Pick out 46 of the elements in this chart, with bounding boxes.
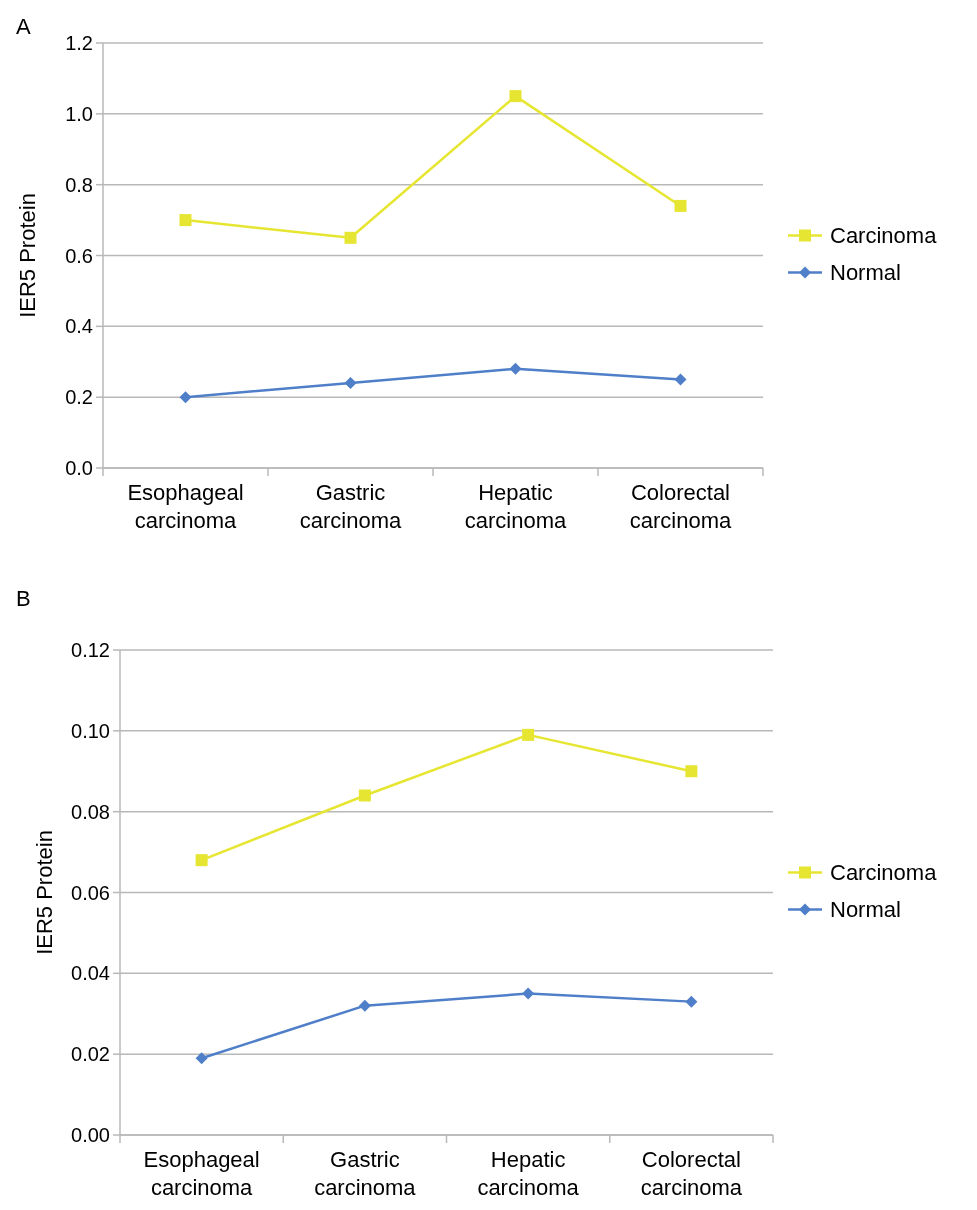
y-tick-label: 0.00 <box>71 1124 110 1146</box>
x-tick-label: Gastric carcinoma <box>314 1147 417 1200</box>
point <box>685 765 698 778</box>
x-tick-label: Hepatic carcinoma <box>464 480 567 533</box>
point <box>522 728 535 741</box>
y-tick-label: 0.02 <box>71 1043 110 1066</box>
point <box>358 789 371 802</box>
y-axis-title: IER5 Protein <box>32 830 57 955</box>
point <box>358 999 371 1012</box>
y-tick-label: 0.04 <box>71 962 110 985</box>
x-tick-label: Colorectal carcinoma <box>640 1147 743 1200</box>
chart-title: B <box>16 586 31 611</box>
y-tick-label: 0.10 <box>71 719 110 742</box>
point <box>344 377 357 389</box>
x-tick-label: Esophageal carcinoma <box>127 480 244 533</box>
y-tick-label: 0.8 <box>65 173 93 196</box>
legend-label: Normal <box>830 260 901 286</box>
point <box>195 854 208 867</box>
legend-label: Carcinoma <box>830 860 938 886</box>
x-tick-label: Gastric carcinoma <box>299 480 402 533</box>
point <box>344 231 357 244</box>
point <box>674 199 687 212</box>
legend-label: Normal <box>830 897 901 923</box>
point <box>509 362 522 375</box>
x-tick-label: Colorectal carcinoma <box>629 480 732 533</box>
y-axis-title: IER5 Protein <box>15 193 40 318</box>
point <box>674 373 687 386</box>
point <box>195 1052 208 1065</box>
y-tick-label: 0.4 <box>65 315 93 338</box>
point <box>522 987 535 1000</box>
legend-label: Carcinoma <box>830 223 938 249</box>
x-tick-label: Esophageal carcinoma <box>143 1147 260 1200</box>
chart-title: A <box>16 14 31 39</box>
point <box>179 214 192 227</box>
y-tick-label: 0.6 <box>65 244 93 267</box>
y-tick-label: 0.12 <box>71 639 110 661</box>
y-tick-label: 0.0 <box>65 457 93 479</box>
y-tick-label: 0.08 <box>71 800 110 823</box>
point <box>685 995 698 1008</box>
point <box>179 391 192 404</box>
y-tick-label: 1.2 <box>65 32 93 54</box>
y-tick-label: 0.06 <box>71 881 110 904</box>
y-tick-label: 0.2 <box>65 386 93 409</box>
x-tick-label: Hepatic carcinoma <box>477 1147 580 1200</box>
y-tick-label: 1.0 <box>65 102 93 125</box>
point <box>509 90 522 103</box>
